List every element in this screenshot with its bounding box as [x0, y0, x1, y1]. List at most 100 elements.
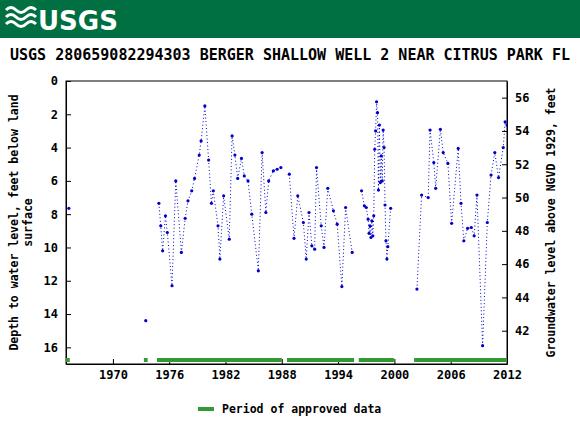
series-marker	[326, 187, 329, 190]
series-marker	[207, 158, 210, 161]
series-marker	[504, 120, 507, 123]
tick-label: 2012	[493, 368, 522, 382]
y-axis: 0246810121416	[44, 74, 71, 364]
tick-label: 14	[44, 307, 58, 321]
series-marker	[360, 189, 363, 192]
series-marker	[279, 166, 282, 169]
series-marker	[340, 285, 343, 288]
logo-wave	[6, 8, 36, 13]
approved-period	[359, 358, 394, 362]
tick-mark	[502, 297, 507, 298]
series-marker	[378, 124, 381, 127]
series-marker	[170, 284, 173, 287]
tick-label: 50	[515, 191, 529, 205]
tick-label: 2000	[380, 368, 409, 382]
tick: 56	[502, 91, 529, 105]
tick: 42	[502, 324, 529, 338]
series-marker	[351, 251, 354, 254]
series-marker	[216, 224, 219, 227]
tick: 54	[502, 124, 529, 138]
tick-mark	[66, 114, 71, 115]
series-marker	[475, 193, 478, 196]
tick-mark	[66, 181, 71, 182]
series-marker	[296, 194, 299, 197]
x-axis: 19701976198219881994200020062012	[67, 359, 522, 382]
series-marker	[457, 147, 460, 150]
tick-mark	[66, 281, 71, 282]
y2-axis-title: Groundwater level above NGVD 1929, feet	[544, 87, 558, 357]
tick: 1976	[155, 359, 184, 382]
series-marker	[164, 214, 167, 217]
series-marker	[466, 227, 469, 230]
series-marker	[380, 154, 383, 157]
chart: USGSUSGS 280659082294303 BERGER SHALLOW …	[0, 0, 580, 430]
series-marker	[470, 226, 473, 229]
series-marker	[383, 203, 386, 206]
tick-label: 1976	[155, 368, 184, 382]
series-marker	[67, 207, 70, 210]
approved-period	[66, 358, 70, 362]
tick-label: 1970	[99, 368, 128, 382]
series-marker	[365, 206, 368, 209]
tick: 14	[44, 307, 71, 321]
series-marker	[434, 187, 437, 190]
tick-label: 0	[51, 74, 58, 88]
series-marker	[375, 100, 378, 103]
series-marker	[502, 146, 505, 149]
series-marker	[428, 129, 431, 132]
series-marker	[186, 199, 189, 202]
approved-period	[414, 358, 507, 362]
series-marker	[446, 162, 449, 165]
series-marker	[230, 134, 233, 137]
y2-axis: 4244464850525456	[502, 82, 529, 365]
approved-period	[287, 358, 354, 362]
y-axis-title-line: surface	[21, 198, 35, 247]
series-marker	[367, 218, 370, 221]
series-marker	[210, 202, 213, 205]
tick-label: 1982	[212, 368, 241, 382]
tick-mark	[394, 359, 395, 364]
series-marker	[439, 128, 442, 131]
tick-label: 46	[515, 257, 529, 271]
series-marker	[367, 232, 370, 235]
tick-label: 2006	[437, 368, 466, 382]
series-marker	[288, 173, 291, 176]
tick: 4	[51, 141, 71, 155]
series-marker	[264, 211, 267, 214]
tick-label: 8	[51, 208, 58, 222]
tick: 46	[502, 257, 529, 271]
series-marker	[161, 249, 164, 252]
y-axis-title: Depth to water level, feet below landsur…	[7, 94, 35, 350]
series-marker	[222, 194, 225, 197]
tick: 1988	[268, 359, 297, 382]
series-marker	[315, 166, 318, 169]
series-marker	[493, 151, 496, 154]
series-marker	[240, 157, 243, 160]
tick: 16	[44, 341, 71, 355]
approved-period	[144, 358, 148, 362]
series-marker	[371, 234, 374, 237]
series-marker	[233, 153, 236, 156]
series-marker	[368, 224, 371, 227]
series-marker	[307, 211, 310, 214]
series-marker	[473, 234, 476, 237]
axis-line	[67, 364, 508, 365]
tick: 2000	[380, 359, 409, 382]
axis-line	[507, 82, 508, 365]
tick: 6	[51, 174, 71, 188]
series-marker	[442, 151, 445, 154]
banner: USGS	[0, 0, 580, 38]
series-marker	[389, 207, 392, 210]
series-marker	[267, 179, 270, 182]
tick: 8	[51, 208, 71, 222]
series-marker	[459, 202, 462, 205]
series-marker	[193, 177, 196, 180]
series-marker	[272, 169, 275, 172]
tick-mark	[502, 264, 507, 265]
series-marker	[313, 248, 316, 251]
series-marker	[376, 111, 379, 114]
tick-mark	[502, 98, 507, 99]
series-marker	[184, 217, 187, 220]
series-marker	[174, 179, 177, 182]
tick-label: 12	[44, 274, 58, 288]
